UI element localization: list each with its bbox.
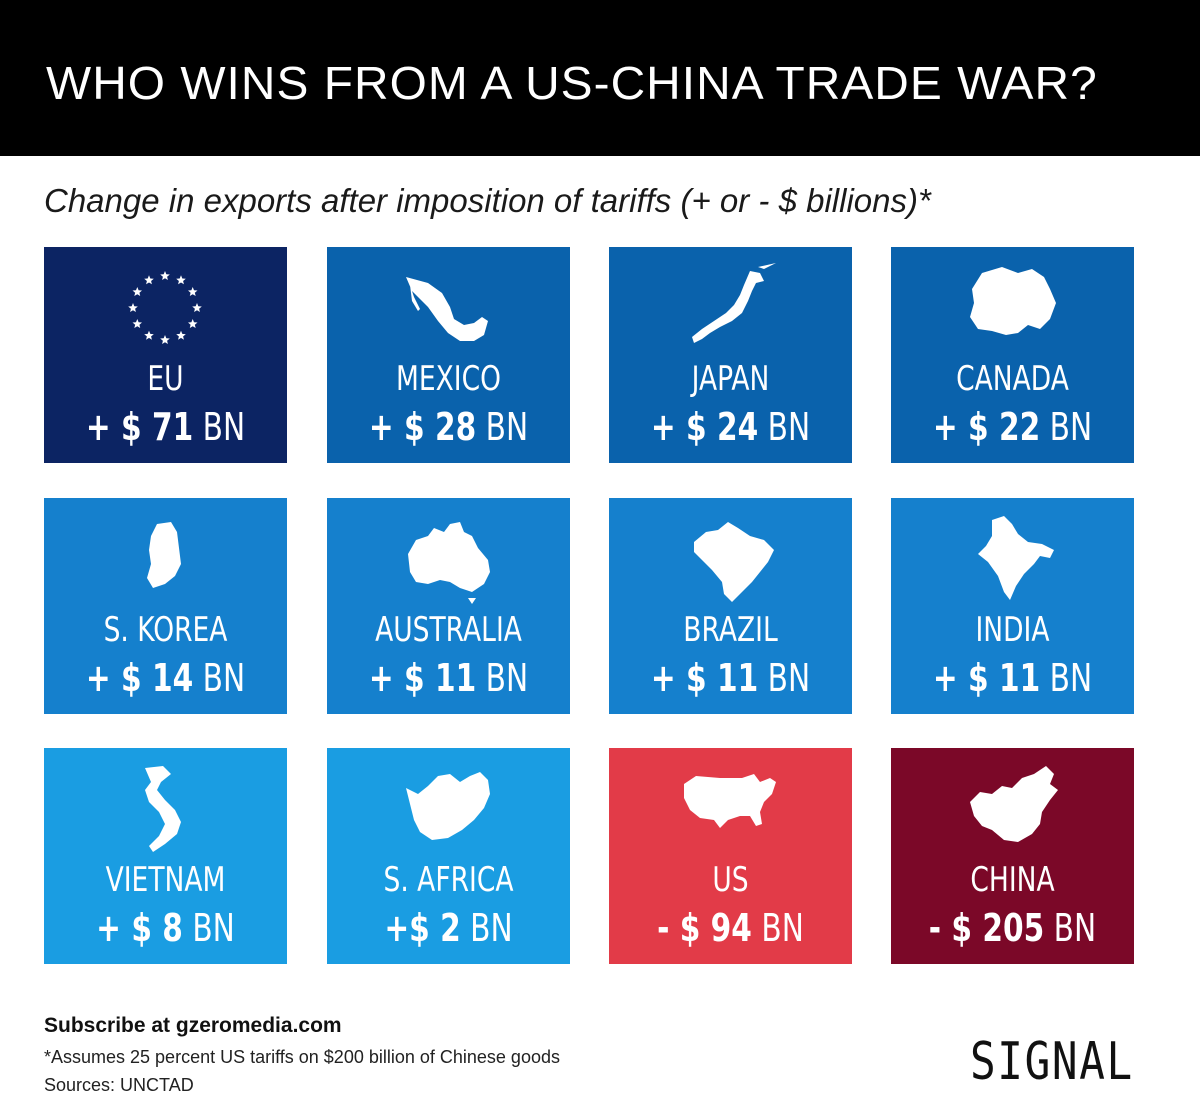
country-name: AUSTRALIA <box>375 610 522 650</box>
country-tile: AUSTRALIA + $ 11 BN <box>327 498 570 714</box>
footnote: *Assumes 25 percent US tariffs on $200 b… <box>44 1047 560 1067</box>
country-name: EU <box>147 359 184 399</box>
export-change-value: - $ 94 BN <box>636 906 826 950</box>
export-change-amount: + $ 14 <box>85 656 194 700</box>
export-change-value: + $ 11 BN <box>354 656 544 700</box>
export-change-unit: BN <box>767 656 811 700</box>
country-tile: MEXICO + $ 28 BN <box>327 247 570 463</box>
country-name: S. KOREA <box>103 610 228 650</box>
export-change-amount: + $ 11 <box>368 656 477 700</box>
export-change-unit: BN <box>1053 906 1097 950</box>
export-change-unit: BN <box>485 656 529 700</box>
export-change-amount: + $ 28 <box>368 405 477 449</box>
country-name: INDIA <box>975 610 1050 650</box>
canada-map-icon <box>970 267 1056 335</box>
country-tile: JAPAN + $ 24 BN <box>609 247 852 463</box>
page-title: WHO WINS FROM A US-CHINA TRADE WAR? <box>46 57 1098 109</box>
vietnam-map-icon <box>145 766 181 852</box>
export-change-unit: BN <box>202 405 246 449</box>
country-tile: CHINA - $ 205 BN <box>891 748 1134 964</box>
country-tile: INDIA + $ 11 BN <box>891 498 1134 714</box>
export-change-unit: BN <box>202 656 246 700</box>
eu-stars-icon <box>128 271 202 344</box>
sources-text: Sources: UNCTAD <box>44 1075 194 1095</box>
export-change-unit: BN <box>192 906 235 950</box>
export-change-value: + $ 14 BN <box>71 656 261 700</box>
country-name: JAPAN <box>691 359 770 399</box>
country-tile: S. AFRICA +$ 2 BN <box>327 748 570 964</box>
export-change-amount: - $ 205 <box>928 906 1045 950</box>
country-name: S. AFRICA <box>383 860 514 900</box>
export-change-amount: + $ 11 <box>932 656 1041 700</box>
export-change-amount: + $ 71 <box>85 405 194 449</box>
brazil-map-icon <box>694 522 774 602</box>
china-map-icon <box>970 766 1058 842</box>
country-tile: EU + $ 71 BN <box>44 247 287 463</box>
country-tile: BRAZIL + $ 11 BN <box>609 498 852 714</box>
south-africa-map-icon <box>406 772 490 840</box>
australia-map-icon <box>408 522 490 604</box>
india-map-icon <box>978 516 1054 600</box>
export-change-amount: + $ 8 <box>96 906 183 950</box>
export-change-unit: BN <box>767 405 811 449</box>
country-name: CHINA <box>970 860 1055 900</box>
export-change-amount: + $ 22 <box>932 405 1041 449</box>
country-name: CANADA <box>956 359 1069 399</box>
country-name: US <box>712 860 749 900</box>
subscribe-text: Subscribe at gzeromedia.com <box>44 1014 342 1037</box>
title-banner: WHO WINS FROM A US-CHINA TRADE WAR? <box>0 0 1200 156</box>
country-tile: S. KOREA + $ 14 BN <box>44 498 287 714</box>
export-change-value: + $ 71 BN <box>71 405 261 449</box>
export-change-unit: BN <box>1049 656 1093 700</box>
export-change-unit: BN <box>1049 405 1093 449</box>
country-name: VIETNAM <box>105 860 226 900</box>
usa-map-icon <box>684 774 776 828</box>
country-tile: VIETNAM + $ 8 BN <box>44 748 287 964</box>
export-change-value: + $ 24 BN <box>636 405 826 449</box>
country-tile: US - $ 94 BN <box>609 748 852 964</box>
country-name: MEXICO <box>395 359 502 399</box>
export-change-value: - $ 205 BN <box>918 906 1108 950</box>
export-change-amount: + $ 24 <box>650 405 759 449</box>
export-change-value: + $ 22 BN <box>918 405 1108 449</box>
export-change-unit: BN <box>761 906 804 950</box>
page-subtitle: Change in exports after imposition of ta… <box>44 182 931 219</box>
export-change-value: +$ 2 BN <box>354 906 544 950</box>
south-korea-map-icon <box>147 522 181 588</box>
country-tile: CANADA + $ 22 BN <box>891 247 1134 463</box>
signal-logo: SIGNAL <box>970 1032 1134 1092</box>
export-change-amount: - $ 94 <box>657 906 752 950</box>
export-change-value: + $ 8 BN <box>71 906 261 950</box>
export-change-amount: +$ 2 <box>384 906 461 950</box>
export-change-unit: BN <box>470 906 513 950</box>
mexico-map-icon <box>406 277 488 341</box>
export-change-value: + $ 28 BN <box>354 405 544 449</box>
country-name: BRAZIL <box>683 610 778 650</box>
export-change-unit: BN <box>485 405 529 449</box>
export-change-value: + $ 11 BN <box>636 656 826 700</box>
japan-map-icon <box>692 263 776 343</box>
export-change-value: + $ 11 BN <box>918 656 1108 700</box>
export-change-amount: + $ 11 <box>650 656 759 700</box>
